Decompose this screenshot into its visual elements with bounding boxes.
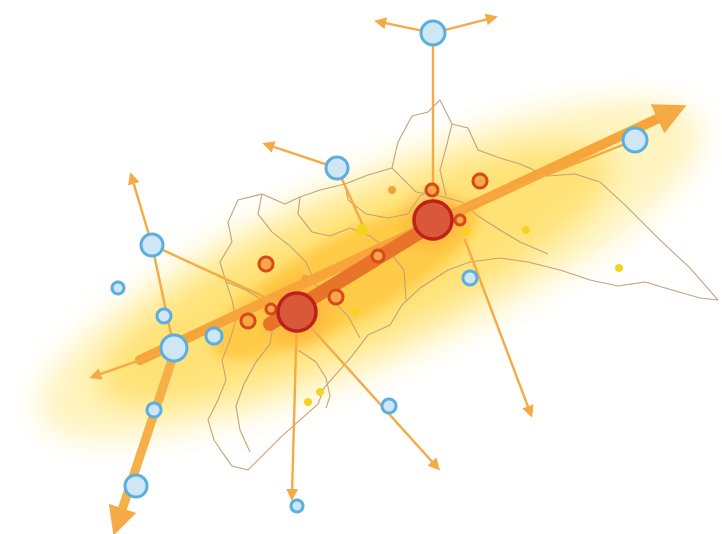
peripheral-node-6 bbox=[155, 307, 173, 325]
secondary-center-8 bbox=[453, 213, 467, 227]
boundary-inner-6 bbox=[439, 123, 453, 197]
peripheral-node-11 bbox=[461, 269, 479, 287]
major-hub-east bbox=[412, 199, 454, 241]
major-hub-west bbox=[276, 291, 318, 333]
peripheral-node-7 bbox=[204, 326, 224, 346]
peripheral-node-12 bbox=[380, 397, 398, 415]
peripheral-node-3 bbox=[139, 232, 165, 258]
nodes bbox=[110, 19, 649, 514]
peripheral-node-5 bbox=[110, 280, 126, 296]
peripheral-node-1 bbox=[419, 19, 447, 47]
settlement-dot-2 bbox=[388, 186, 396, 194]
secondary-center-6 bbox=[239, 312, 257, 330]
spoke-10 bbox=[286, 310, 299, 501]
settlement-dot-5 bbox=[316, 388, 324, 396]
spoke-7 bbox=[150, 243, 299, 314]
secondary-center-5 bbox=[424, 182, 440, 198]
boundary-outline bbox=[207, 99, 719, 471]
settlement-dot-1 bbox=[356, 224, 368, 236]
small-settlements bbox=[301, 186, 623, 406]
secondary-center-7 bbox=[264, 302, 278, 316]
peripheral-node-8 bbox=[159, 333, 189, 363]
settlement-dot-6 bbox=[304, 398, 312, 406]
settlement-dot-7 bbox=[352, 308, 360, 316]
secondary-center-2 bbox=[327, 288, 345, 306]
secondary-center-4 bbox=[471, 172, 489, 190]
secondary-center-1 bbox=[257, 255, 275, 273]
spoke-11 bbox=[295, 310, 441, 471]
peripheral-node-2 bbox=[324, 155, 350, 181]
peripheral-node-9 bbox=[145, 401, 163, 419]
settlement-dot-3 bbox=[522, 226, 530, 234]
spoke-9 bbox=[150, 243, 176, 350]
peripheral-node-4 bbox=[621, 126, 649, 154]
boundary-inner-7 bbox=[297, 349, 331, 409]
peripheral-node-13 bbox=[289, 498, 305, 514]
settlement-dot-8 bbox=[301, 274, 309, 282]
boundary-inner-3 bbox=[344, 183, 435, 219]
spoke-12 bbox=[463, 238, 534, 418]
secondary-center-3 bbox=[370, 248, 386, 264]
boundary-inner-4 bbox=[391, 167, 549, 255]
boundary-inner-2 bbox=[297, 196, 407, 301]
settlement-dot-4 bbox=[615, 264, 623, 272]
settlement-dot-9 bbox=[462, 228, 470, 236]
boundary-inner-5 bbox=[225, 281, 275, 453]
district-boundaries bbox=[207, 99, 719, 471]
boundary-inner-1 bbox=[257, 193, 361, 339]
peripheral-node-10 bbox=[123, 473, 149, 499]
spoke-13 bbox=[431, 138, 637, 222]
